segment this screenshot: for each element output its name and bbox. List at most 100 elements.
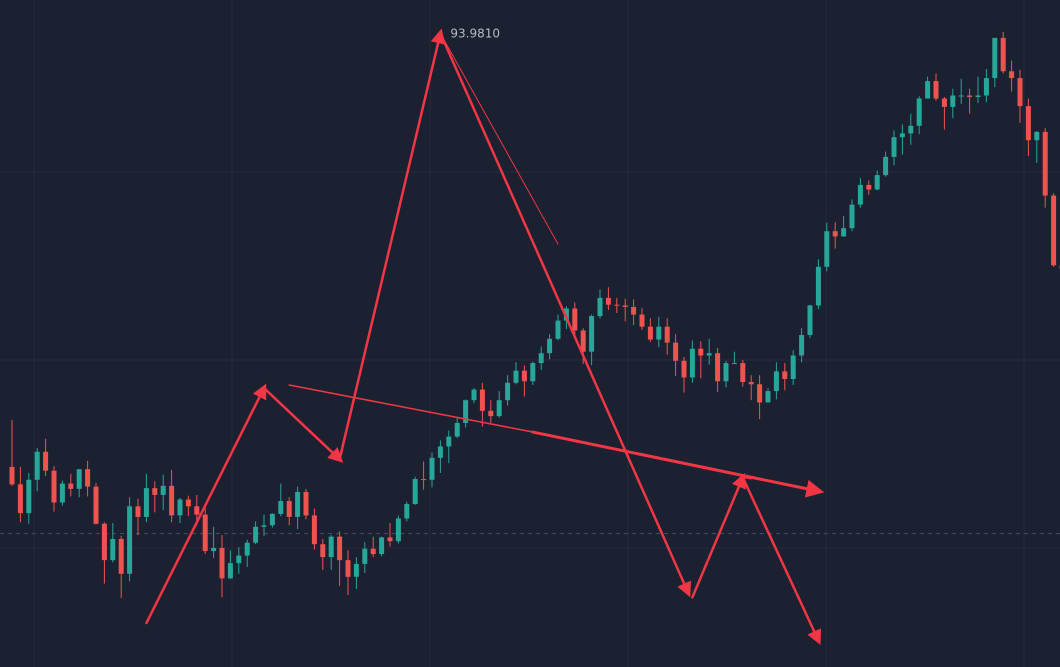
candle <box>555 314 561 341</box>
candle <box>337 531 343 586</box>
candle <box>547 334 553 360</box>
candle-body <box>589 316 595 352</box>
candle <box>152 481 158 513</box>
candle-body <box>1025 106 1031 141</box>
candle <box>958 78 964 104</box>
candles-group <box>9 31 1060 599</box>
candle-body <box>782 371 788 379</box>
candle <box>421 461 427 490</box>
candle <box>353 557 359 589</box>
candle-body <box>370 548 376 555</box>
peak-price-label: 93.9810 <box>450 26 500 40</box>
candle <box>261 514 267 536</box>
candle-body <box>194 506 200 515</box>
candle <box>706 338 712 365</box>
candle <box>925 76 931 99</box>
candle <box>967 88 973 114</box>
candle-body <box>51 470 57 503</box>
candle-body <box>311 515 317 545</box>
candle-body <box>1042 131 1048 196</box>
candle-body <box>26 479 32 514</box>
candle <box>387 522 393 547</box>
candle <box>85 460 91 497</box>
candle <box>639 307 645 330</box>
candle <box>320 538 326 570</box>
candle <box>950 88 956 119</box>
candle-body <box>622 305 628 307</box>
candle <box>681 356 687 393</box>
candle <box>765 388 771 403</box>
candle <box>605 287 611 311</box>
candle <box>622 298 628 322</box>
candle-body <box>454 422 460 437</box>
candle <box>1009 60 1015 92</box>
candle <box>1025 98 1031 157</box>
candle-body <box>395 518 401 542</box>
candle-body <box>17 484 23 514</box>
candle-body <box>521 370 527 382</box>
candle-body <box>9 466 15 485</box>
candle-body <box>757 384 763 403</box>
candle-body <box>580 330 586 352</box>
candle-body <box>110 538 116 561</box>
candle-body <box>664 326 670 343</box>
candle-body <box>286 501 292 517</box>
candle-body <box>412 479 418 505</box>
candle <box>891 130 897 166</box>
candle <box>992 37 998 88</box>
candle-body <box>530 363 536 382</box>
candle-body <box>219 548 225 579</box>
candle <box>160 474 166 511</box>
candle-body <box>992 37 998 79</box>
candle-body <box>143 488 149 517</box>
candle <box>1034 131 1040 163</box>
candle-body <box>227 563 233 579</box>
candle <box>807 304 813 339</box>
candle <box>143 473 149 523</box>
pattern-arrow-rise <box>145 383 267 625</box>
candle <box>589 314 595 366</box>
candle <box>983 68 989 103</box>
candle <box>723 360 729 388</box>
candle <box>127 497 133 582</box>
peak-guide-line <box>439 32 559 245</box>
candle-body <box>597 297 603 317</box>
candle <box>908 113 914 145</box>
candle <box>135 498 141 536</box>
candle-body <box>748 382 754 385</box>
candle <box>799 328 805 363</box>
candle <box>328 535 334 570</box>
candle <box>211 526 217 558</box>
pattern-arrow-rebound <box>691 472 746 599</box>
candle <box>51 466 57 512</box>
candle <box>815 259 821 310</box>
candle-body <box>437 446 443 458</box>
candle <box>832 222 838 249</box>
candle <box>253 521 259 545</box>
pattern-arrow-fall <box>439 32 692 598</box>
candle-body <box>177 499 183 516</box>
candle-body <box>328 536 334 558</box>
candle-body <box>681 360 687 378</box>
candle <box>933 73 939 101</box>
candle-body <box>883 156 889 176</box>
candle-body <box>689 348 695 378</box>
candle-body <box>269 513 275 526</box>
candle <box>505 375 511 406</box>
candle-body <box>362 548 368 564</box>
candle-body <box>958 95 964 97</box>
candle <box>824 222 830 272</box>
candle-body <box>387 537 393 542</box>
candle-body <box>488 410 494 417</box>
candle-body <box>76 469 82 489</box>
candle <box>437 440 443 473</box>
candle <box>664 318 670 355</box>
candle-body <box>303 491 309 516</box>
candle <box>874 170 880 191</box>
candle <box>488 400 494 423</box>
candle <box>17 466 23 523</box>
candle <box>790 350 796 386</box>
candle-body <box>59 483 65 503</box>
candle <box>286 497 292 526</box>
